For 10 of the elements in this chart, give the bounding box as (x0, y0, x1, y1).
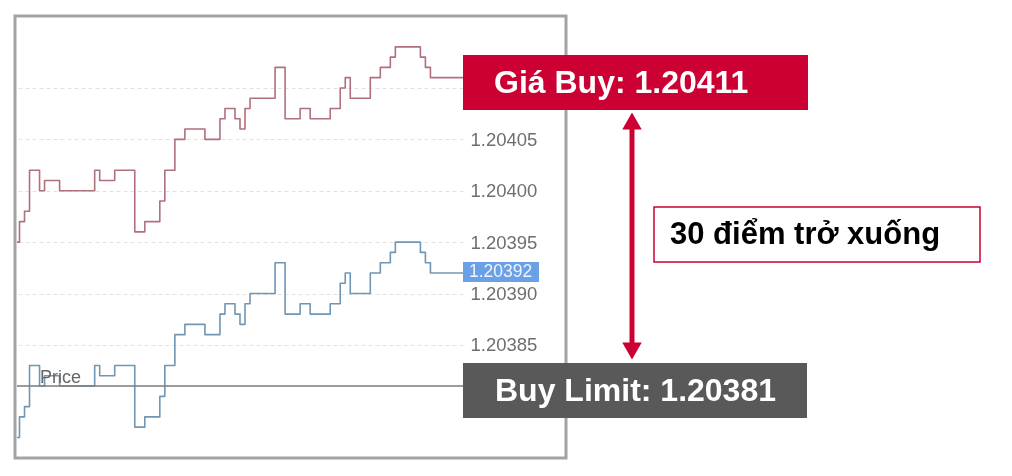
y-tick-label: 1.20390 (470, 283, 538, 305)
text: Giá Buy: 1.20411 (494, 63, 749, 100)
ref-line-label: Price (40, 367, 82, 388)
text: 30 điểm trở xuống (670, 215, 941, 251)
y-tick-label: 1.20405 (470, 128, 538, 150)
y-tick-label: 1.20395 (470, 231, 538, 253)
text: Buy Limit: 1.20381 (495, 371, 776, 408)
text: 1.20392 (469, 261, 533, 281)
y-tick-label: 1.20385 (470, 334, 538, 356)
y-tick-label: 1.20400 (470, 180, 538, 202)
